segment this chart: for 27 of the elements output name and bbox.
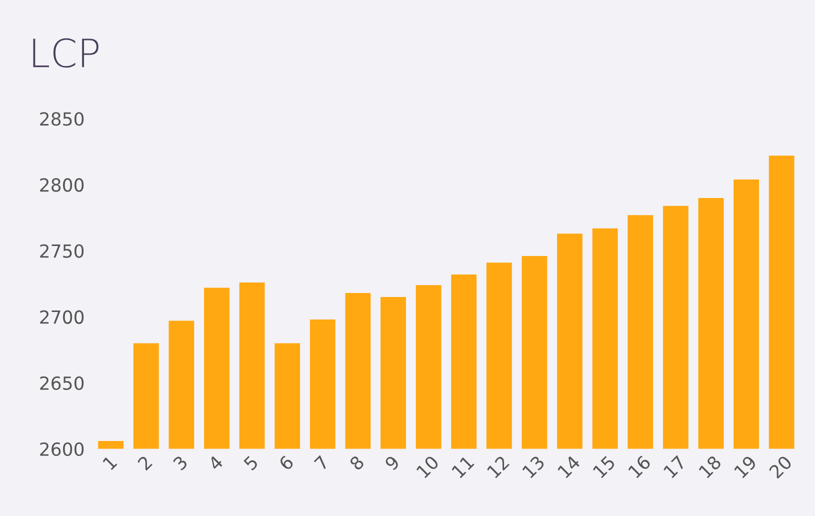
x-tick-label: 3 — [172, 455, 188, 471]
y-tick-label: 2850 — [40, 112, 84, 126]
x-tick-label: 18 — [698, 454, 722, 479]
x-tick-label: 14 — [557, 454, 581, 478]
x-tick-label: 20 — [768, 454, 793, 479]
x-tick-label: 6 — [278, 454, 294, 471]
x-tick-label: 9 — [384, 454, 400, 471]
x-tick-label: 15 — [592, 455, 616, 479]
x-tick-label: 16 — [628, 454, 652, 479]
x-tick-label: 17 — [663, 455, 686, 478]
x-tick-label: 19 — [734, 454, 758, 479]
x-tick-label: 11 — [451, 455, 474, 478]
x-tick-label: 5 — [243, 455, 259, 471]
x-tick-label: 2 — [137, 455, 152, 471]
x-tick-label: 8 — [348, 454, 365, 471]
y-tick-label: 2650 — [40, 376, 84, 390]
chart-title: LCP — [33, 38, 98, 68]
y-tick-label: 2750 — [40, 244, 84, 258]
x-tick-label: 7 — [314, 455, 330, 471]
y-tick-label: 2800 — [40, 178, 84, 192]
x-tick-label: 10 — [416, 454, 440, 479]
x-tick-label: 1 — [102, 455, 118, 470]
x-tick-label: 4 — [208, 454, 224, 471]
y-tick-label: 2600 — [40, 442, 84, 456]
y-tick-label: 2700 — [40, 310, 84, 324]
x-tick-label: 12 — [486, 455, 510, 478]
x-tick-label: 13 — [522, 455, 546, 479]
